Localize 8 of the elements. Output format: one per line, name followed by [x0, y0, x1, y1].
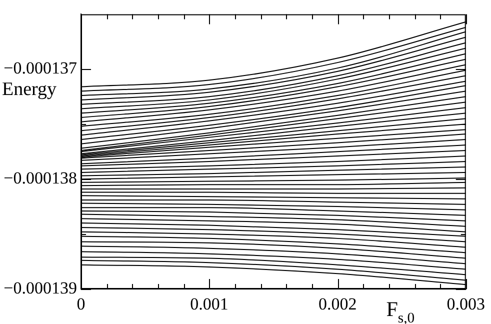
- x-tick-label: 0.001: [190, 294, 228, 314]
- x-tick-label: 0.002: [318, 294, 357, 314]
- y-tick-label: −0.000137: [4, 58, 78, 78]
- x-tick-label: 0.003: [446, 294, 485, 314]
- y-tick-label: −0.000138: [4, 168, 77, 188]
- y-tick-label: −0.000139: [4, 278, 77, 298]
- y-axis-title: Energy: [2, 79, 58, 100]
- x-tick-label: 0: [76, 294, 86, 314]
